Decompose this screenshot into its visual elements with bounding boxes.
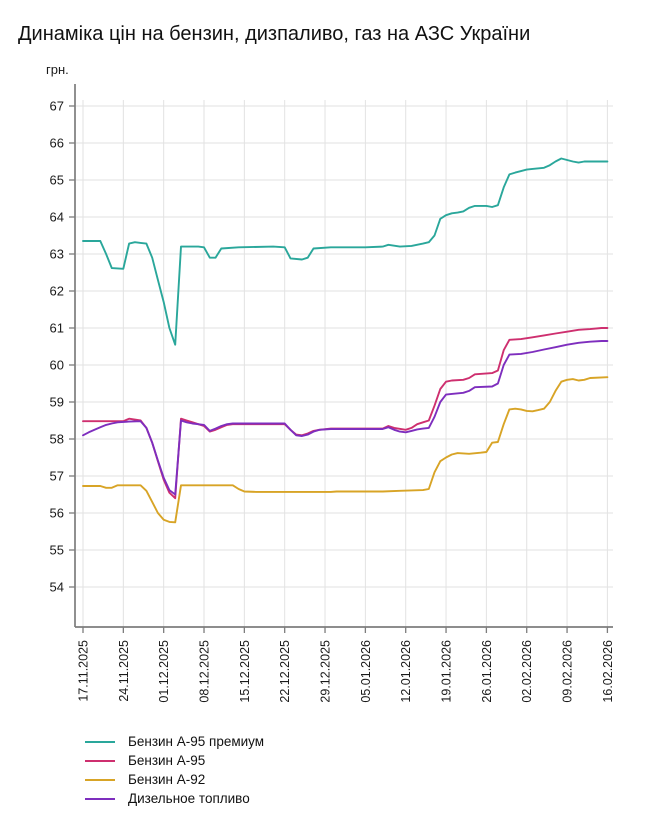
y-axis-ticks: 54 55 56 57 58 59 60 61 62 63 64 65 66 67 <box>50 99 75 595</box>
legend-item-benzin-a92: Бензин А-92 <box>85 770 264 789</box>
x-tick-label: 19.01.2026 <box>440 640 454 703</box>
y-tick-label: 64 <box>50 210 64 225</box>
y-tick-label: 66 <box>50 136 64 151</box>
x-tick-label: 12.01.2026 <box>399 640 413 703</box>
x-tick-label: 29.12.2025 <box>319 640 333 703</box>
x-tick-label: 24.11.2025 <box>117 640 131 702</box>
legend-line-icon <box>85 740 115 743</box>
x-tick-label: 17.11.2025 <box>77 640 91 702</box>
y-tick-label: 67 <box>50 99 64 114</box>
y-tick-label: 61 <box>50 321 64 336</box>
x-tick-label: 22.12.2025 <box>278 640 292 703</box>
y-tick-label: 57 <box>50 469 64 484</box>
series-line-benzin-a95-premium <box>82 157 609 346</box>
page-title: Динаміка цін на бензин, дизпаливо, газ н… <box>18 23 531 45</box>
y-tick-label: 65 <box>50 173 64 188</box>
y-tick-label: 60 <box>50 358 64 373</box>
x-tick-label: 09.02.2026 <box>561 640 575 703</box>
legend-line-icon <box>85 797 115 800</box>
x-tick-label: 08.12.2025 <box>198 640 212 703</box>
legend-item-benzin-a95: Бензин А-95 <box>85 751 264 770</box>
y-tick-label: 55 <box>50 543 64 558</box>
legend-item-dizelnoe-toplivo: Дизельное топливо <box>85 789 264 808</box>
legend-label: Бензин А-95 премиум <box>128 734 265 749</box>
x-axis-ticks: 17.11.2025 24.11.2025 01.12.2025 08.12.2025… <box>77 627 615 703</box>
x-tick-label: 02.02.2026 <box>520 640 534 703</box>
x-tick-label: 15.12.2025 <box>238 640 252 703</box>
y-tick-label: 59 <box>50 395 64 410</box>
legend-line-icon <box>85 778 115 781</box>
series-line-dizelnoe-toplivo <box>82 340 609 496</box>
gridlines <box>76 100 613 627</box>
x-tick-label: 26.01.2026 <box>480 640 494 703</box>
legend-label: Бензин А-92 <box>128 772 206 787</box>
series-line-benzin-a92 <box>82 376 609 524</box>
chart-legend: Бензин А-95 премиум Бензин А-95 Бензин А… <box>85 732 264 808</box>
y-tick-label: 58 <box>50 432 64 447</box>
y-tick-label: 56 <box>50 506 64 521</box>
legend-label: Бензин А-95 <box>128 753 206 768</box>
y-axis-unit-label: грн. <box>46 62 69 77</box>
y-tick-label: 63 <box>50 247 64 262</box>
x-tick-label: 16.02.2026 <box>601 640 615 703</box>
legend-item-benzin-a95-premium: Бензин А-95 премиум <box>85 732 264 751</box>
y-tick-label: 54 <box>50 580 64 595</box>
x-tick-label: 05.01.2026 <box>359 640 373 703</box>
y-tick-label: 62 <box>50 284 64 299</box>
legend-line-icon <box>85 759 115 762</box>
x-tick-label: 01.12.2025 <box>157 640 171 703</box>
legend-label: Дизельное топливо <box>128 791 250 806</box>
